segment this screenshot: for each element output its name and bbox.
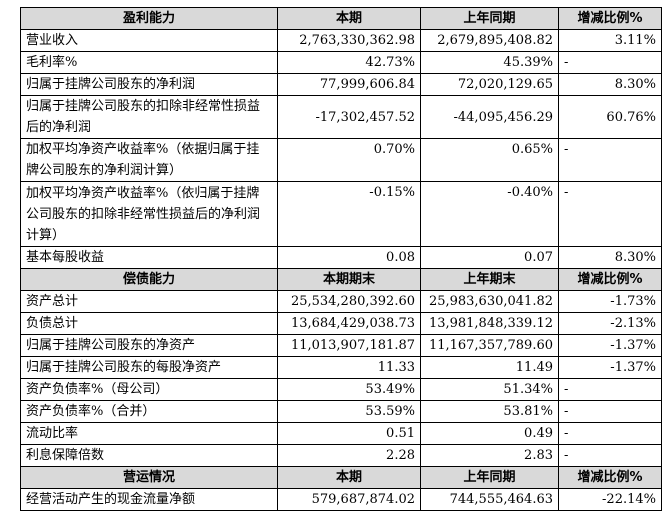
current-value: 2.28 bbox=[277, 444, 421, 467]
row-label: 经营活动产生的现金流量净额 bbox=[20, 488, 278, 511]
row-label: 归属于挂牌公司股东的扣除非经常性损益后的净利润 bbox=[20, 95, 278, 139]
current-value: 579,687,874.02 bbox=[277, 488, 421, 511]
column-header-change: 增减比例% bbox=[558, 268, 662, 291]
change-value: 60.76% bbox=[558, 95, 662, 139]
current-value: 77,999,606.84 bbox=[277, 73, 421, 96]
change-value: 8.30% bbox=[558, 73, 662, 96]
section-header-row: 营运情况 本期 上年同期 增减比例% bbox=[20, 466, 662, 489]
table-row: 资产负债率%（合并） 53.59% 53.81% - bbox=[20, 400, 662, 423]
table-row: 毛利率% 42.73% 45.39% - bbox=[20, 51, 662, 74]
row-label: 负债总计 bbox=[20, 312, 278, 335]
table-row: 流动比率 0.51 0.49 - bbox=[20, 422, 662, 445]
previous-value: 0.65% bbox=[420, 138, 559, 182]
change-value: - bbox=[558, 422, 662, 445]
previous-value: 11,167,357,789.60 bbox=[420, 334, 559, 357]
current-value: 2,763,330,362.98 bbox=[277, 29, 421, 52]
table-row: 归属于挂牌公司股东的净利润 77,999,606.84 72,020,129.6… bbox=[20, 73, 662, 96]
column-header-change: 增减比例% bbox=[558, 7, 662, 30]
change-value: - bbox=[558, 138, 662, 182]
section-header-row: 盈利能力 本期 上年同期 增减比例% bbox=[20, 7, 662, 30]
table-row: 资产总计 25,534,280,392.60 25,983,630,041.82… bbox=[20, 290, 662, 313]
change-value: -1.73% bbox=[558, 290, 662, 313]
current-value: -17,302,457.52 bbox=[277, 95, 421, 139]
previous-value: 13,981,848,339.12 bbox=[420, 312, 559, 335]
table-row: 加权平均净资产收益率%（依归属于挂牌公司股东的扣除非经常性损益后的净利润计算） … bbox=[20, 181, 662, 247]
row-label: 加权平均净资产收益率%（依归属于挂牌公司股东的扣除非经常性损益后的净利润计算） bbox=[20, 181, 278, 247]
row-label: 资产负债率%（母公司） bbox=[20, 378, 278, 401]
previous-value: 2.83 bbox=[420, 444, 559, 467]
previous-value: 0.49 bbox=[420, 422, 559, 445]
current-value: 13,684,429,038.73 bbox=[277, 312, 421, 335]
previous-value: 25,983,630,041.82 bbox=[420, 290, 559, 313]
table-row: 资产负债率%（母公司） 53.49% 51.34% - bbox=[20, 378, 662, 401]
section-header-row: 偿债能力 本期期末 上年期末 增减比例% bbox=[20, 268, 662, 291]
financial-indicators-table: 盈利能力 本期 上年同期 增减比例% 营业收入 2,763,330,362.98… bbox=[20, 7, 662, 511]
row-label: 毛利率% bbox=[20, 51, 278, 74]
row-label: 流动比率 bbox=[20, 422, 278, 445]
table-row: 加权平均净资产收益率%（依据归属于挂牌公司股东的净利润计算） 0.70% 0.6… bbox=[20, 138, 662, 182]
section-title: 盈利能力 bbox=[20, 7, 278, 30]
row-label: 资产负债率%（合并） bbox=[20, 400, 278, 423]
row-label: 基本每股收益 bbox=[20, 246, 278, 269]
change-value: - bbox=[558, 181, 662, 247]
table-row: 归属于挂牌公司股东的扣除非经常性损益后的净利润 -17,302,457.52 -… bbox=[20, 95, 662, 139]
section-title: 偿债能力 bbox=[20, 268, 278, 291]
current-value: 11.33 bbox=[277, 356, 421, 379]
row-label: 资产总计 bbox=[20, 290, 278, 313]
previous-value: 11.49 bbox=[420, 356, 559, 379]
change-value: -1.37% bbox=[558, 334, 662, 357]
column-header-current: 本期 bbox=[277, 466, 421, 489]
current-value: 42.73% bbox=[277, 51, 421, 74]
change-value: -22.14% bbox=[558, 488, 662, 511]
column-header-previous: 上年同期 bbox=[420, 7, 559, 30]
change-value: - bbox=[558, 400, 662, 423]
column-header-previous: 上年同期 bbox=[420, 466, 559, 489]
table-row: 基本每股收益 0.08 0.07 8.30% bbox=[20, 246, 662, 269]
row-label: 归属于挂牌公司股东的每股净资产 bbox=[20, 356, 278, 379]
previous-value: 53.81% bbox=[420, 400, 559, 423]
row-label: 加权平均净资产收益率%（依据归属于挂牌公司股东的净利润计算） bbox=[20, 138, 278, 182]
change-value: - bbox=[558, 444, 662, 467]
current-value: 0.08 bbox=[277, 246, 421, 269]
previous-value: 2,679,895,408.82 bbox=[420, 29, 559, 52]
section-title: 营运情况 bbox=[20, 466, 278, 489]
column-header-change: 增减比例% bbox=[558, 466, 662, 489]
table-row: 归属于挂牌公司股东的每股净资产 11.33 11.49 -1.37% bbox=[20, 356, 662, 379]
row-label: 归属于挂牌公司股东的净资产 bbox=[20, 334, 278, 357]
current-value: 0.70% bbox=[277, 138, 421, 182]
current-value: 53.59% bbox=[277, 400, 421, 423]
previous-value: -0.40% bbox=[420, 181, 559, 247]
row-label: 利息保障倍数 bbox=[20, 444, 278, 467]
current-value: 25,534,280,392.60 bbox=[277, 290, 421, 313]
previous-value: -44,095,456.29 bbox=[420, 95, 559, 139]
previous-value: 744,555,464.63 bbox=[420, 488, 559, 511]
previous-value: 45.39% bbox=[420, 51, 559, 74]
current-value: 0.51 bbox=[277, 422, 421, 445]
change-value: - bbox=[558, 51, 662, 74]
table-row: 营业收入 2,763,330,362.98 2,679,895,408.82 3… bbox=[20, 29, 662, 52]
previous-value: 51.34% bbox=[420, 378, 559, 401]
current-value: 53.49% bbox=[277, 378, 421, 401]
column-header-current: 本期期末 bbox=[277, 268, 421, 291]
change-value: 3.11% bbox=[558, 29, 662, 52]
current-value: 11,013,907,181.87 bbox=[277, 334, 421, 357]
table-row: 利息保障倍数 2.28 2.83 - bbox=[20, 444, 662, 467]
table-row: 负债总计 13,684,429,038.73 13,981,848,339.12… bbox=[20, 312, 662, 335]
change-value: 8.30% bbox=[558, 246, 662, 269]
current-value: -0.15% bbox=[277, 181, 421, 247]
change-value: -1.37% bbox=[558, 356, 662, 379]
column-header-current: 本期 bbox=[277, 7, 421, 30]
table-row: 经营活动产生的现金流量净额 579,687,874.02 744,555,464… bbox=[20, 488, 662, 511]
row-label: 营业收入 bbox=[20, 29, 278, 52]
change-value: -2.13% bbox=[558, 312, 662, 335]
row-label: 归属于挂牌公司股东的净利润 bbox=[20, 73, 278, 96]
column-header-previous: 上年期末 bbox=[420, 268, 559, 291]
previous-value: 0.07 bbox=[420, 246, 559, 269]
change-value: - bbox=[558, 378, 662, 401]
previous-value: 72,020,129.65 bbox=[420, 73, 559, 96]
table-row: 归属于挂牌公司股东的净资产 11,013,907,181.87 11,167,3… bbox=[20, 334, 662, 357]
